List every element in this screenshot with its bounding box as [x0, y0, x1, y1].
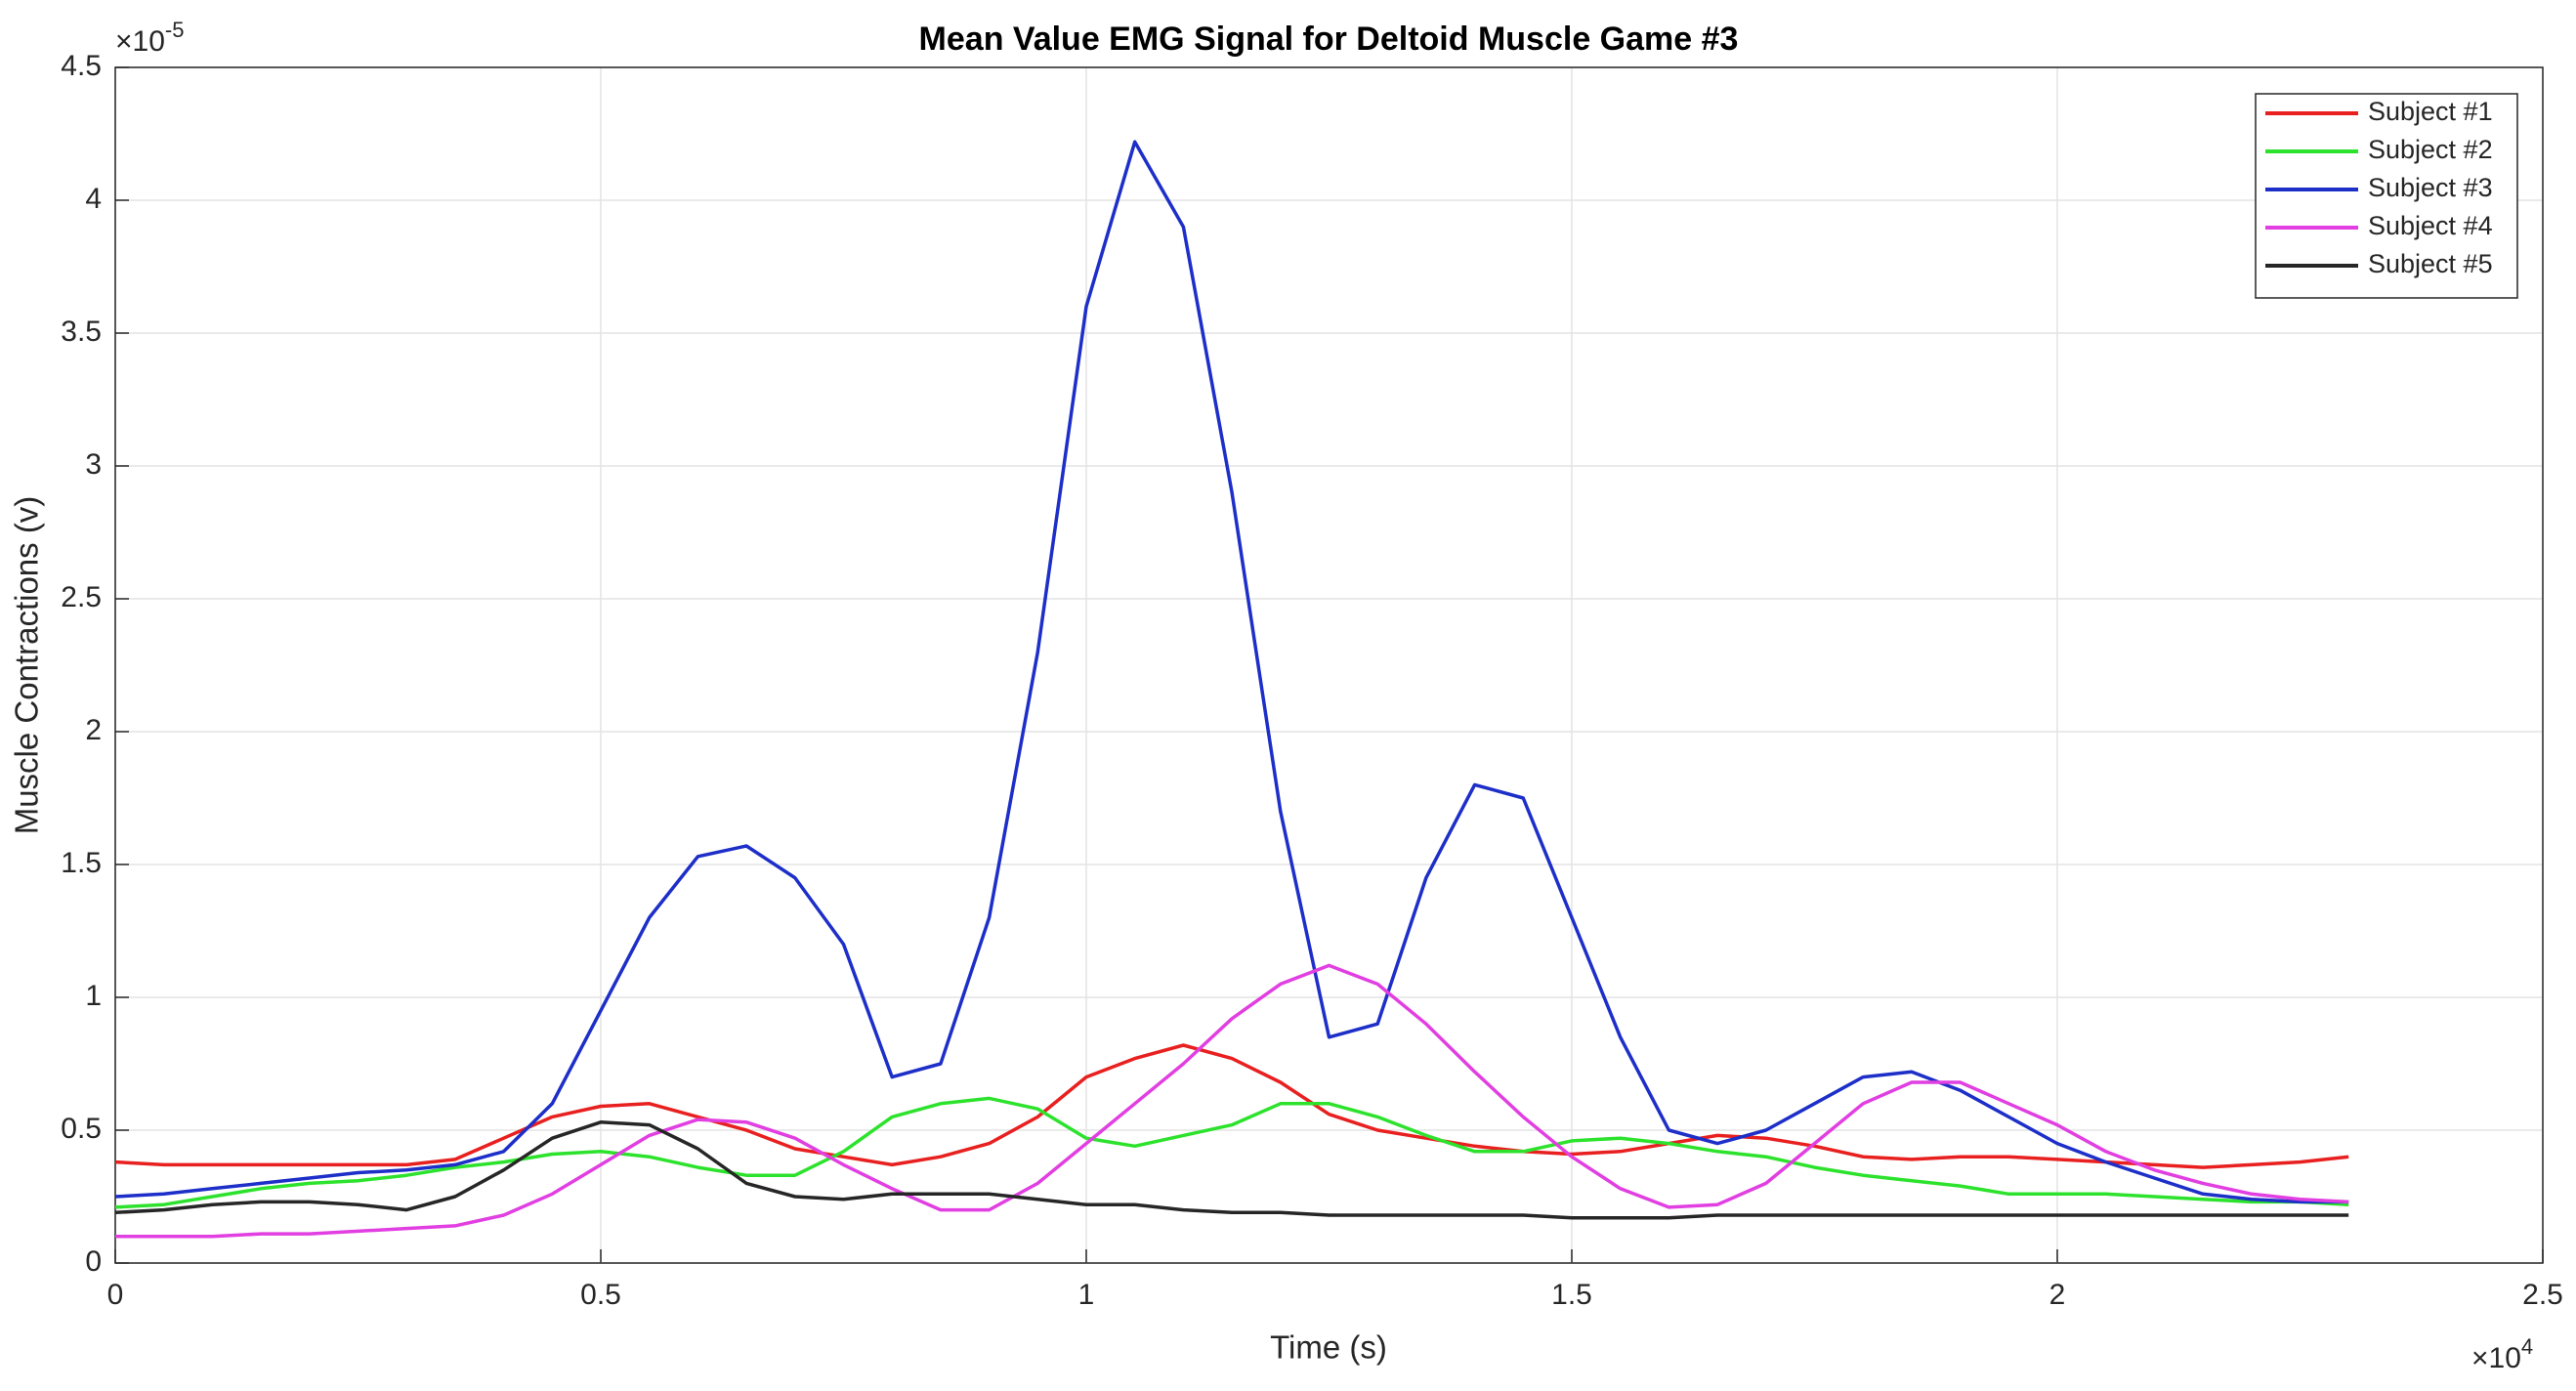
- legend-label: Subject #2: [2368, 135, 2493, 164]
- legend-label: Subject #4: [2368, 211, 2493, 240]
- y-multiplier-exponent: -5: [165, 18, 185, 42]
- y-tick-label: 4.5: [61, 50, 102, 82]
- axes-box: [114, 66, 2544, 1264]
- y-tick-label: 3.5: [61, 316, 102, 348]
- legend-label: Subject #5: [2368, 249, 2493, 278]
- data-line: [114, 1120, 2349, 1220]
- x-axis-label: Time (s): [1270, 1329, 1387, 1366]
- y-tick-label: 0: [85, 1245, 102, 1278]
- x-multiplier: ×104: [2471, 1334, 2533, 1374]
- y-multiplier-base: ×10: [115, 25, 165, 58]
- data-line: [114, 1043, 2349, 1169]
- data-line: [114, 1096, 2349, 1209]
- chart-title: Mean Value EMG Signal for Deltoid Muscle…: [919, 21, 1739, 58]
- y-tick-label: 1.5: [61, 847, 102, 879]
- y-tick-label: 0.5: [61, 1113, 102, 1145]
- x-tick-label: 1: [1078, 1279, 1095, 1311]
- y-tick-label: 2: [85, 714, 102, 746]
- x-tick-label: 2: [2049, 1279, 2066, 1311]
- x-tick-label: 0.5: [580, 1279, 621, 1311]
- y-tick-label: 3: [85, 448, 102, 481]
- y-tick-label: 2.5: [61, 581, 102, 613]
- legend-label: Subject #3: [2368, 173, 2493, 202]
- x-tick-label: 0: [107, 1279, 124, 1311]
- y-axis-label: Muscle Contractions (v): [9, 496, 45, 835]
- y-tick-label: 4: [85, 183, 102, 215]
- data-line: [115, 963, 2349, 1239]
- x-tick-label: 1.5: [1551, 1279, 1592, 1311]
- x-multiplier-exponent: 4: [2521, 1334, 2533, 1359]
- y-multiplier: ×10-5: [115, 18, 184, 58]
- x-multiplier-base: ×10: [2471, 1342, 2521, 1374]
- x-tick-label: 2.5: [2522, 1279, 2563, 1311]
- legend-label: Subject #1: [2368, 97, 2493, 126]
- plot-area: [115, 67, 2543, 1263]
- data-line: [114, 140, 2349, 1204]
- y-tick-label: 1: [85, 980, 102, 1012]
